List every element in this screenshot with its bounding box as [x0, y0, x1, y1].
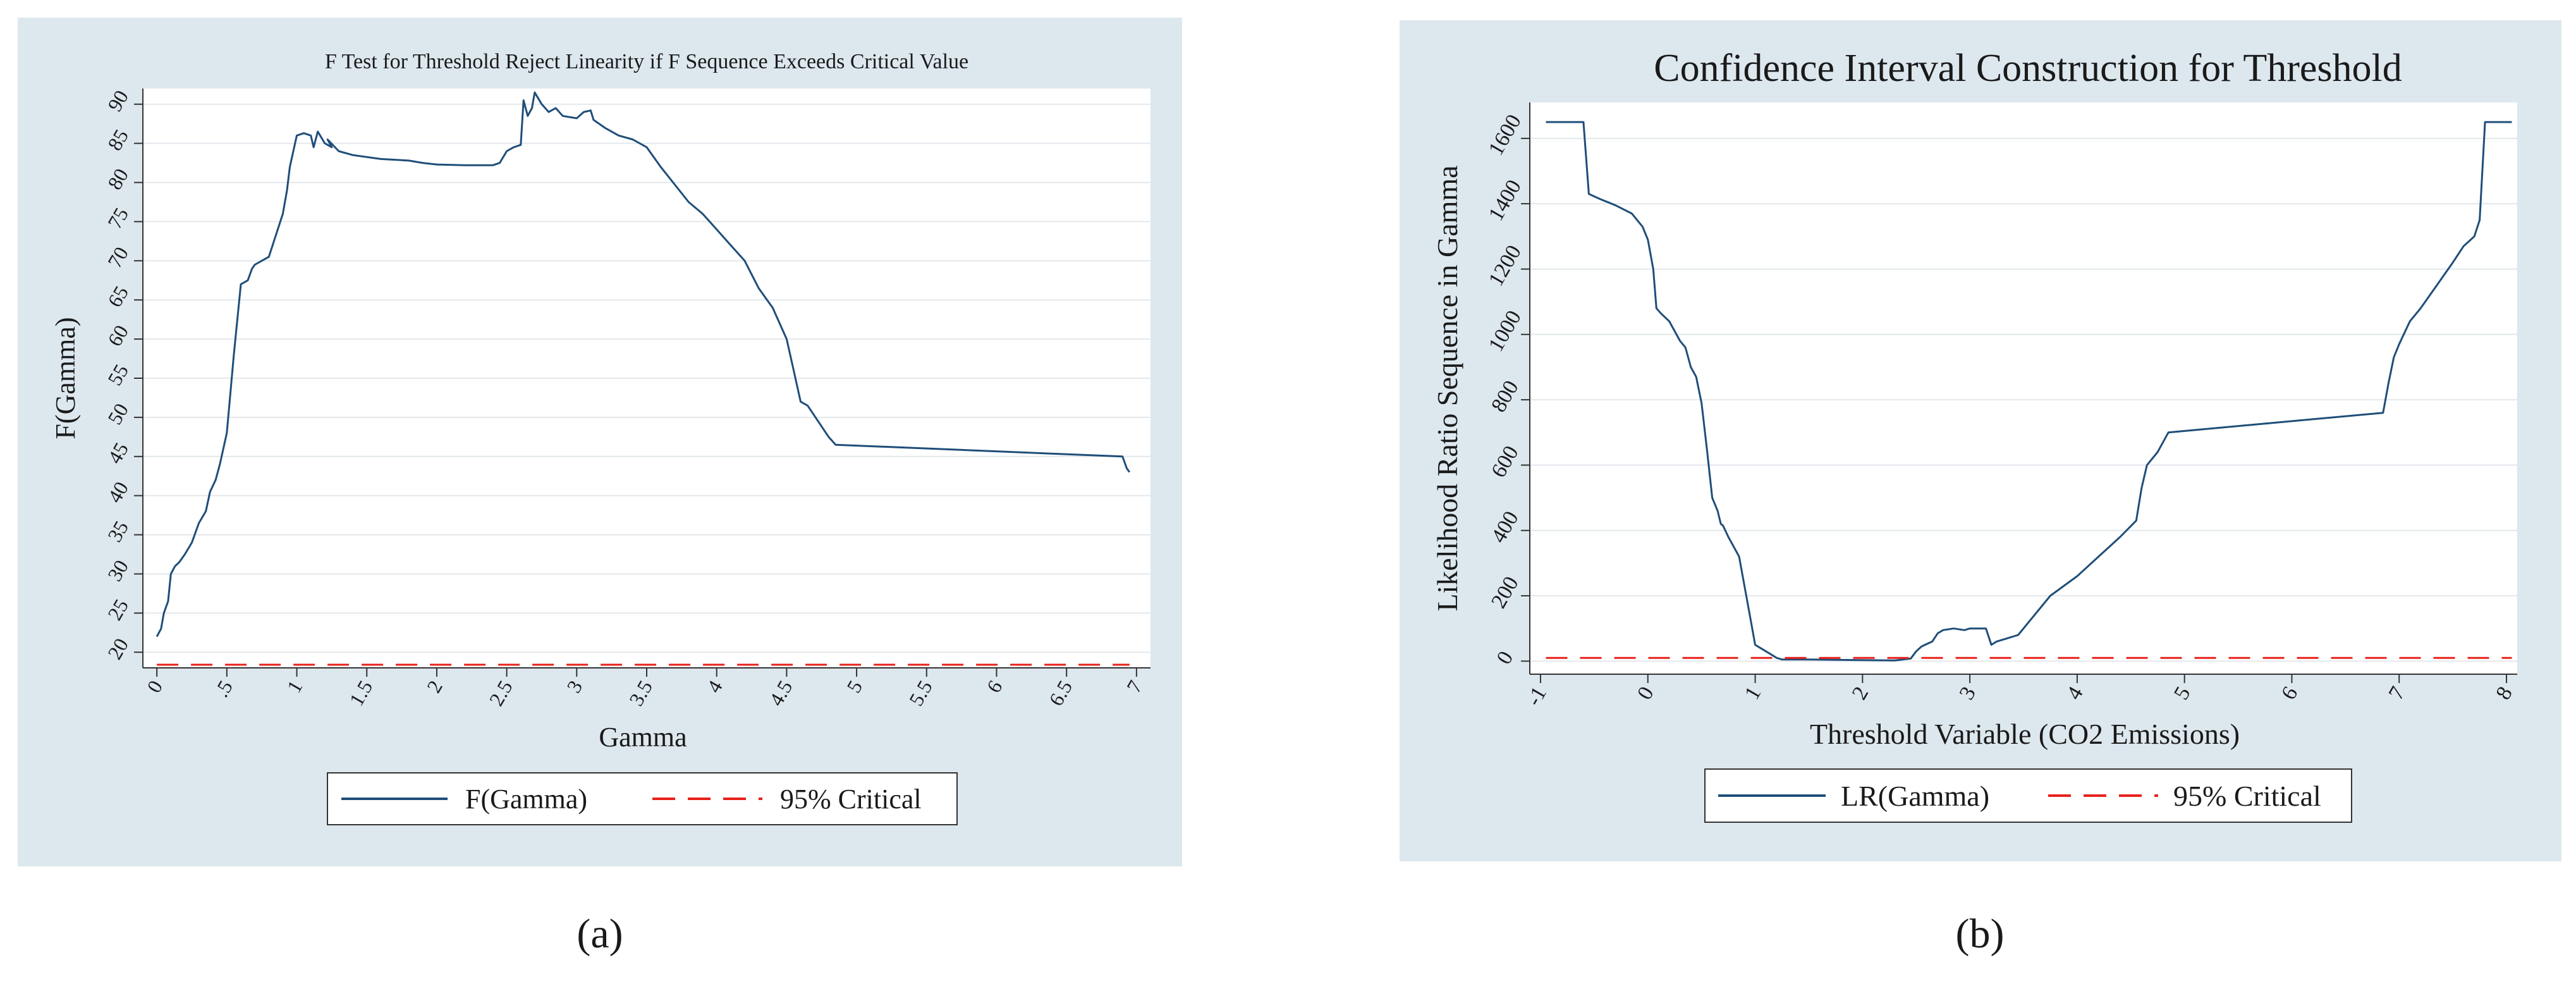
panel-a-series-line-main [156, 91, 1131, 638]
panel-a-title: F Test for Threshold Reject Linearity if… [325, 50, 968, 73]
panel-b-gridlines [1530, 137, 2517, 662]
panel-b-x-axis-label: Threshold Variable (CO2 Emissions) [1810, 718, 2240, 750]
panel-a-gridlines [143, 103, 1151, 653]
panel-a-legend-critical-label: 95% Critical [780, 784, 922, 815]
panel-a-y-axis-label: F(Gamma) [50, 317, 81, 439]
panel-a: F Test for Threshold Reject Linearity if… [18, 18, 1182, 866]
panel-a-legend-series-label: F(Gamma) [465, 784, 587, 815]
panel-b-legend-series-label: LR(Gamma) [1841, 780, 1989, 812]
panel-b-legend: LR(Gamma) 95% Critical [1704, 768, 2352, 823]
panel-b-label: (b) [1956, 911, 2005, 957]
panel-a-legend: F(Gamma) 95% Critical [327, 772, 958, 825]
panel-b-series [1546, 121, 2512, 662]
panel-a-series [156, 91, 1131, 666]
panel-b: Confidence Interval Construction for Thr… [1400, 20, 2561, 861]
panel-b-legend-critical-label: 95% Critical [2173, 780, 2321, 812]
panel-a-x-axis-label: Gamma [599, 722, 687, 753]
panel-b-series-line-main [1546, 121, 2512, 662]
panel-b-title: Confidence Interval Construction for Thr… [1654, 47, 2402, 90]
panel-b-y-axis-label: Likelihood Ratio Sequence in Gamma [1431, 165, 1463, 611]
panel-a-label: (a) [577, 911, 623, 957]
panel-b-plot-area [1530, 102, 2517, 674]
